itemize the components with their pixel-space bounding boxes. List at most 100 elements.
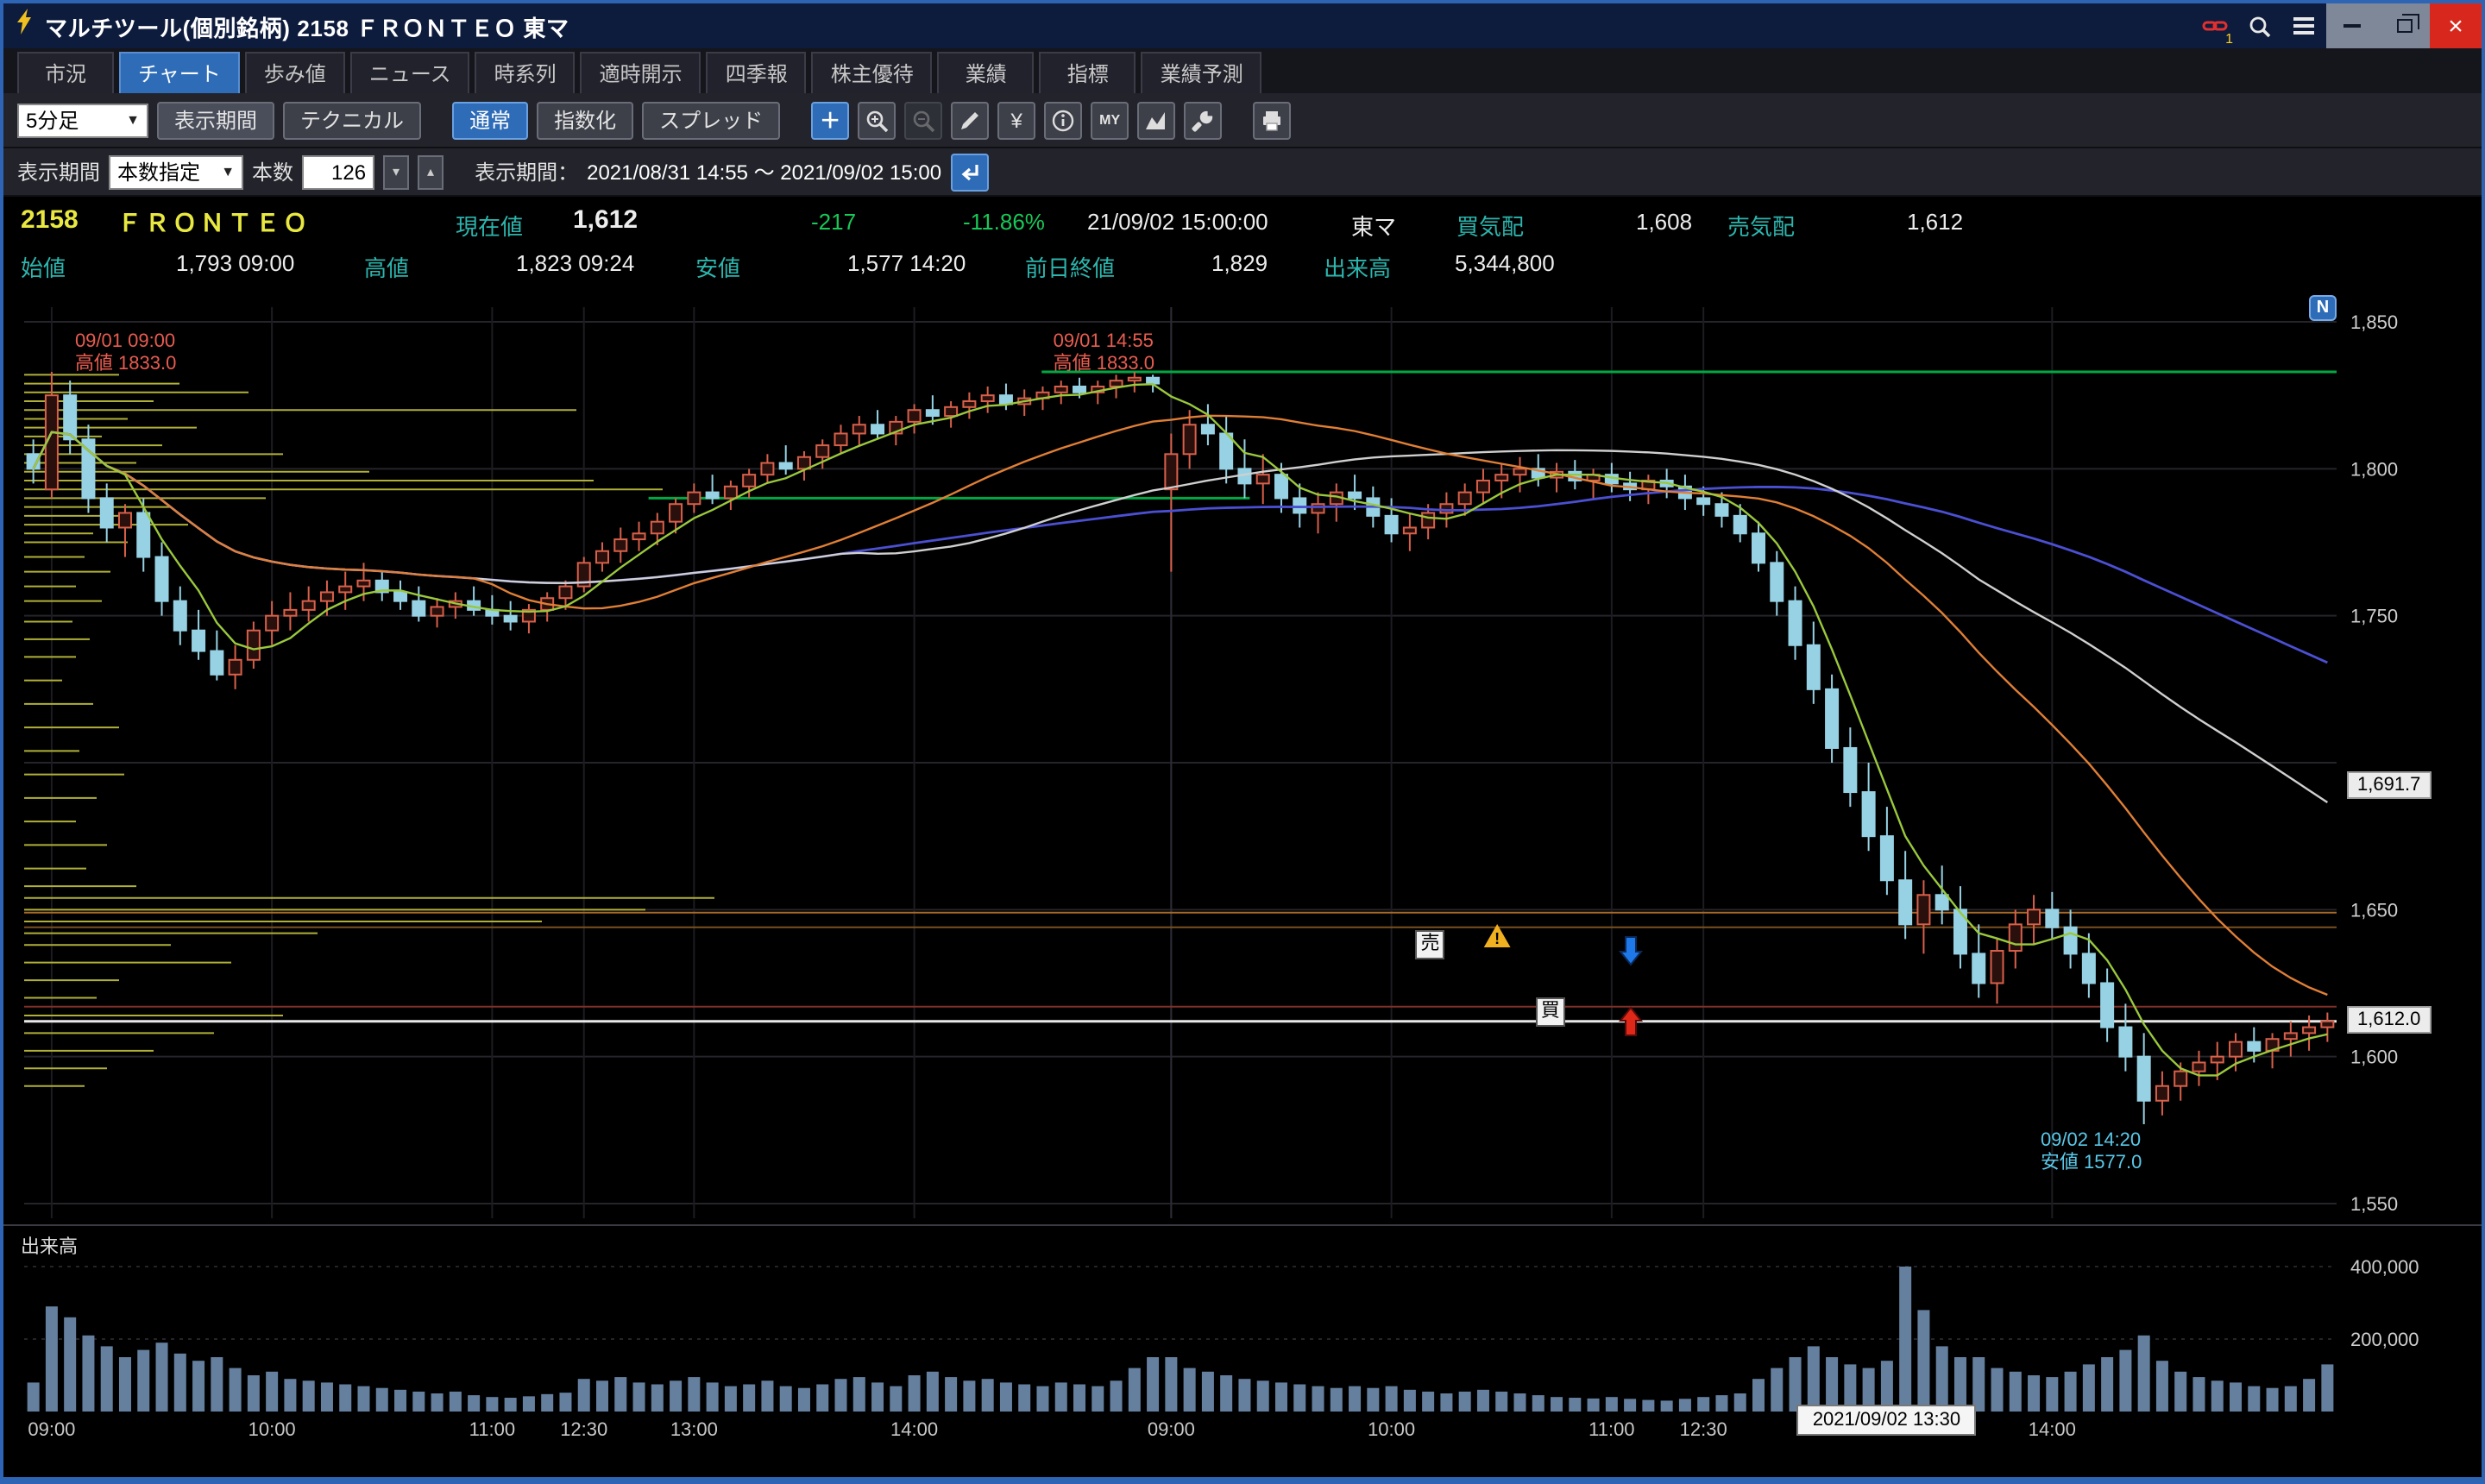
current-price-value: 1,612 (573, 205, 639, 235)
svg-text:1,650: 1,650 (2350, 899, 2398, 921)
technical-button[interactable]: テクニカル (283, 101, 422, 139)
count-increment-button[interactable]: ▴ (418, 154, 444, 189)
normal-mode-button[interactable]: 通常 (452, 101, 529, 139)
my-chart-button[interactable]: MY (1091, 101, 1129, 139)
count-input[interactable]: 126 (302, 154, 375, 189)
spread-button[interactable]: スプレッド (642, 101, 781, 139)
info-button[interactable] (1044, 101, 1083, 139)
prev-close-value: 1,829 (1211, 250, 1268, 276)
ma-price-axis-label: 1,691.7 (2347, 771, 2432, 800)
ask-value: 1,612 (1907, 209, 1964, 235)
news-button[interactable]: N (2309, 295, 2337, 321)
title-bar: マルチツール(個別銘柄) 2158 ＦＲＯＮＴＥＯ 東マ 1 × (3, 3, 2482, 48)
menu-icon[interactable] (2281, 3, 2326, 48)
change-percent: -11.86% (963, 209, 1045, 235)
low-value: 1,577 14:20 (847, 250, 966, 276)
link-icon[interactable]: 1 (2192, 3, 2236, 48)
svg-text:200,000: 200,000 (2350, 1329, 2419, 1350)
buy-order-marker[interactable]: 買 (1535, 997, 1565, 1028)
annotation-high-day1-open: 09/01 09:00 高値 1833.0 (74, 330, 177, 374)
range-value: 2021/08/31 14:55 ～ 2021/09/02 15:00 (587, 160, 942, 185)
yen-button[interactable]: ¥ (997, 101, 1036, 139)
chevron-down-icon: ▼ (221, 164, 236, 179)
bid-value: 1,608 (1636, 209, 1693, 235)
quote-datetime: 21/09/02 15:00:00 (1087, 209, 1268, 235)
chevron-down-icon: ▼ (126, 112, 140, 128)
zoom-in-button[interactable] (858, 101, 896, 139)
annotation-low-day2: 09/02 14:20 安値 1577.0 (2040, 1129, 2142, 1173)
count-mode-select[interactable]: 本数指定 ▼ (109, 154, 244, 189)
svg-text:13:00: 13:00 (670, 1418, 718, 1440)
time-axis-tooltip: 2021/09/02 13:30 (1796, 1405, 1977, 1436)
svg-text:1,600: 1,600 (2350, 1047, 2398, 1068)
settings-wrench-button[interactable] (1184, 101, 1223, 139)
range-label: 表示期間： (475, 160, 579, 185)
down-arrow-icon (1619, 935, 1644, 966)
interval-value: 5分足 (26, 109, 79, 133)
stock-code: 2158 (21, 205, 79, 235)
tab-disclosure[interactable]: 適時開示 (580, 52, 701, 93)
svg-text:09:00: 09:00 (28, 1418, 75, 1440)
tab-market[interactable]: 市況 (17, 52, 114, 93)
candlestick-chart: 1,850 1,800 1,750 1,650 1,600 1,550 400,000 200… (3, 307, 2482, 1440)
tab-earnings[interactable]: 業績 (937, 52, 1035, 93)
bid-label: 買気配 (1456, 214, 1525, 240)
chart-type-button[interactable] (1137, 101, 1176, 139)
low-label: 安値 (695, 255, 741, 281)
svg-text:12:30: 12:30 (1680, 1418, 1727, 1440)
search-icon[interactable] (2236, 3, 2281, 48)
count-decrement-button[interactable]: ▾ (383, 154, 410, 189)
display-period-button[interactable]: 表示期間 (157, 101, 275, 139)
zoom-out-button[interactable] (904, 101, 943, 139)
svg-text:09:00: 09:00 (1148, 1418, 1195, 1440)
ask-label: 売気配 (1727, 214, 1796, 240)
volume-pane-label: 出来高 (21, 1237, 78, 1258)
high-label: 高値 (364, 255, 410, 281)
tab-shareholder-benefit[interactable]: 株主優待 (811, 52, 933, 93)
up-arrow-icon (1619, 1006, 1644, 1037)
svg-text:14:00: 14:00 (2029, 1418, 2076, 1440)
annotation-high-day1-close: 09/01 14:55 高値 1833.0 (1053, 330, 1154, 374)
current-price-label: 現在値 (456, 214, 524, 240)
svg-text:14:00: 14:00 (890, 1418, 938, 1440)
interval-select[interactable]: 5分足 ▼ (17, 103, 148, 137)
restore-button[interactable] (2378, 3, 2430, 48)
svg-text:10:00: 10:00 (248, 1418, 296, 1440)
sell-order-marker[interactable]: 売 (1415, 930, 1445, 960)
reset-period-button[interactable] (950, 153, 989, 191)
tab-news[interactable]: ニュース (349, 52, 470, 93)
draw-pencil-button[interactable] (951, 101, 990, 139)
minimize-button[interactable] (2326, 3, 2378, 48)
tab-chart[interactable]: チャート (119, 52, 240, 93)
change-value: -217 (811, 209, 857, 235)
count-value: 126 (331, 160, 367, 184)
tab-earnings-forecast[interactable]: 業績予測 (1141, 52, 1262, 93)
link-badge: 1 (2225, 31, 2233, 47)
count-label: 本数 (252, 160, 294, 185)
open-label: 始値 (21, 255, 66, 281)
svg-text:11:00: 11:00 (469, 1418, 515, 1440)
chart-area[interactable]: 1,850 1,800 1,750 1,650 1,600 1,550 400,000 200… (3, 286, 2482, 1477)
svg-text:11:00: 11:00 (1589, 1418, 1634, 1440)
app-bolt-icon (14, 9, 35, 43)
tab-tick[interactable]: 歩み値 (244, 52, 345, 93)
chart-toolbar: 5分足 ▼ 表示期間 テクニカル 通常 指数化 スプレッド ＋ ¥ MY (3, 93, 2482, 148)
high-value: 1,823 09:24 (516, 250, 635, 276)
print-button[interactable] (1253, 101, 1292, 139)
tab-bar: 市況 チャート 歩み値 ニュース 時系列 適時開示 四季報 株主優待 業績 指標… (3, 48, 2482, 93)
prev-close-label: 前日終値 (1025, 255, 1116, 281)
current-price-axis-label: 1,612.0 (2347, 1005, 2432, 1034)
window-title: マルチツール(個別銘柄) 2158 ＦＲＯＮＴＥＯ 東マ (45, 15, 569, 41)
quote-panel: 2158 ＦＲＯＮＴＥＯ 現在値 1,612 -217 -11.86% 21/0… (3, 197, 2482, 286)
period-toolbar: 表示期間 本数指定 ▼ 本数 126 ▾ ▴ 表示期間： 2021/08/31 1… (3, 148, 2482, 197)
crosshair-button[interactable]: ＋ (811, 101, 850, 139)
close-button[interactable]: × (2430, 3, 2482, 48)
period-label: 表示期間 (17, 160, 101, 185)
volume-label: 出来高 (1324, 255, 1392, 281)
tab-indicators[interactable]: 指標 (1039, 52, 1136, 93)
tab-shikiho[interactable]: 四季報 (706, 52, 807, 93)
market-name: 東マ (1351, 214, 1397, 240)
tab-time-series[interactable]: 時系列 (475, 52, 576, 93)
indexed-button[interactable]: 指数化 (537, 101, 634, 139)
